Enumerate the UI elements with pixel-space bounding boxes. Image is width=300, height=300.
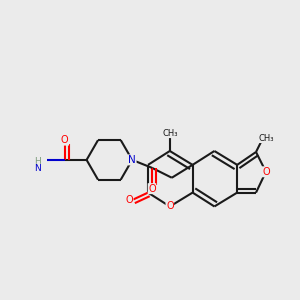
Text: CH₃: CH₃ (162, 129, 178, 138)
Text: N: N (34, 164, 41, 173)
Text: CH₃: CH₃ (258, 134, 274, 142)
Text: H: H (34, 158, 41, 166)
Text: O: O (125, 194, 133, 205)
Text: O: O (148, 184, 156, 194)
Text: O: O (61, 135, 69, 145)
Text: O: O (262, 167, 270, 177)
Text: N: N (128, 155, 136, 165)
Text: O: O (166, 202, 174, 212)
